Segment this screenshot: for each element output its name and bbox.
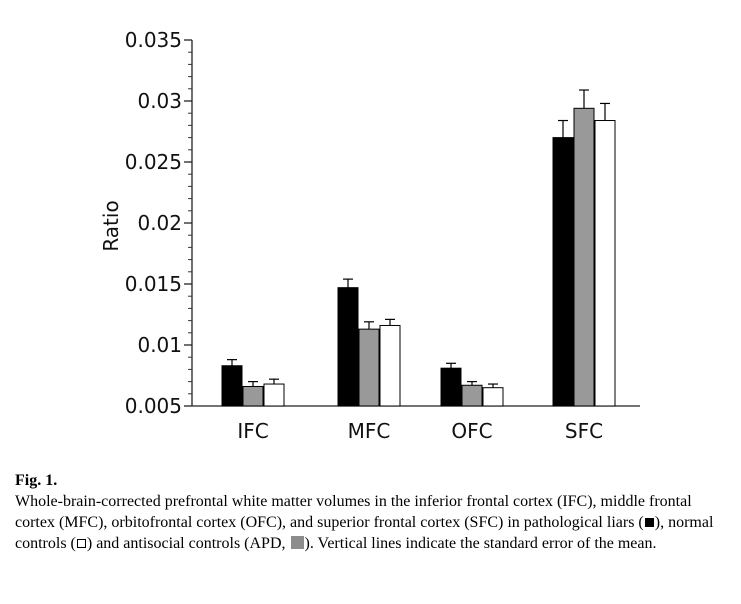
black-square-symbol — [644, 518, 654, 527]
bar — [461, 384, 483, 407]
bar — [263, 383, 285, 407]
error-bar — [446, 362, 456, 369]
x-tick-label: SFC — [565, 419, 603, 443]
y-axis-title: Ratio — [99, 200, 123, 251]
y-major-ticks: 0.005 0.01 0.015 0.02 0.025 0.03 0.035 — [125, 28, 192, 418]
figure-caption: Fig. 1. Whole-brain-corrected prefrontal… — [15, 470, 730, 554]
y-tick-label: 0.005 — [125, 394, 182, 418]
error-bar — [600, 102, 610, 121]
x-tick-label: OFC — [451, 419, 492, 443]
error-bar — [579, 89, 589, 109]
y-tick-label: 0.025 — [125, 150, 182, 174]
y-tick-label: 0.01 — [137, 333, 182, 357]
bar — [337, 287, 359, 407]
caption-text-1: Whole-brain-corrected prefrontal white m… — [15, 493, 692, 531]
x-tick-label: MFC — [348, 419, 391, 443]
error-bar — [467, 381, 477, 386]
bar — [242, 385, 264, 407]
error-bars — [227, 89, 610, 388]
bar — [573, 107, 595, 407]
error-bar — [269, 378, 279, 385]
y-tick-label: 0.03 — [137, 89, 182, 113]
y-tick-label: 0.035 — [125, 28, 182, 52]
bar — [440, 367, 462, 407]
y-tick-label: 0.015 — [125, 272, 182, 296]
white-square-symbol — [76, 539, 86, 548]
bar — [358, 328, 380, 407]
bar — [221, 365, 243, 407]
caption-text-2: ), normal controls ( — [15, 514, 714, 552]
caption-text-4: ). Vertical lines indicate the standard … — [304, 535, 657, 552]
gray-square-symbol — [290, 536, 304, 549]
bar — [594, 120, 616, 407]
error-bar — [364, 321, 374, 330]
bars — [221, 107, 616, 407]
x-tick-label: IFC — [237, 419, 268, 443]
bar — [379, 324, 401, 407]
bar — [482, 387, 504, 407]
error-bar — [343, 278, 353, 288]
y-tick-label: 0.02 — [137, 211, 182, 235]
bar-chart: 0.005 0.01 0.015 0.02 0.025 0.03 0.035 IFC MFC O… — [99, 28, 640, 443]
x-tick-labels: IFC MFC OFC SFC — [237, 419, 603, 443]
bar — [552, 137, 574, 407]
caption-text-3: ) and antisocial controls (APD, — [86, 535, 290, 552]
error-bar — [227, 359, 237, 366]
error-bar — [385, 318, 395, 326]
error-bar — [558, 119, 568, 138]
caption-label: Fig. 1. — [15, 472, 58, 489]
error-bar — [248, 381, 258, 387]
error-bar — [488, 383, 498, 388]
